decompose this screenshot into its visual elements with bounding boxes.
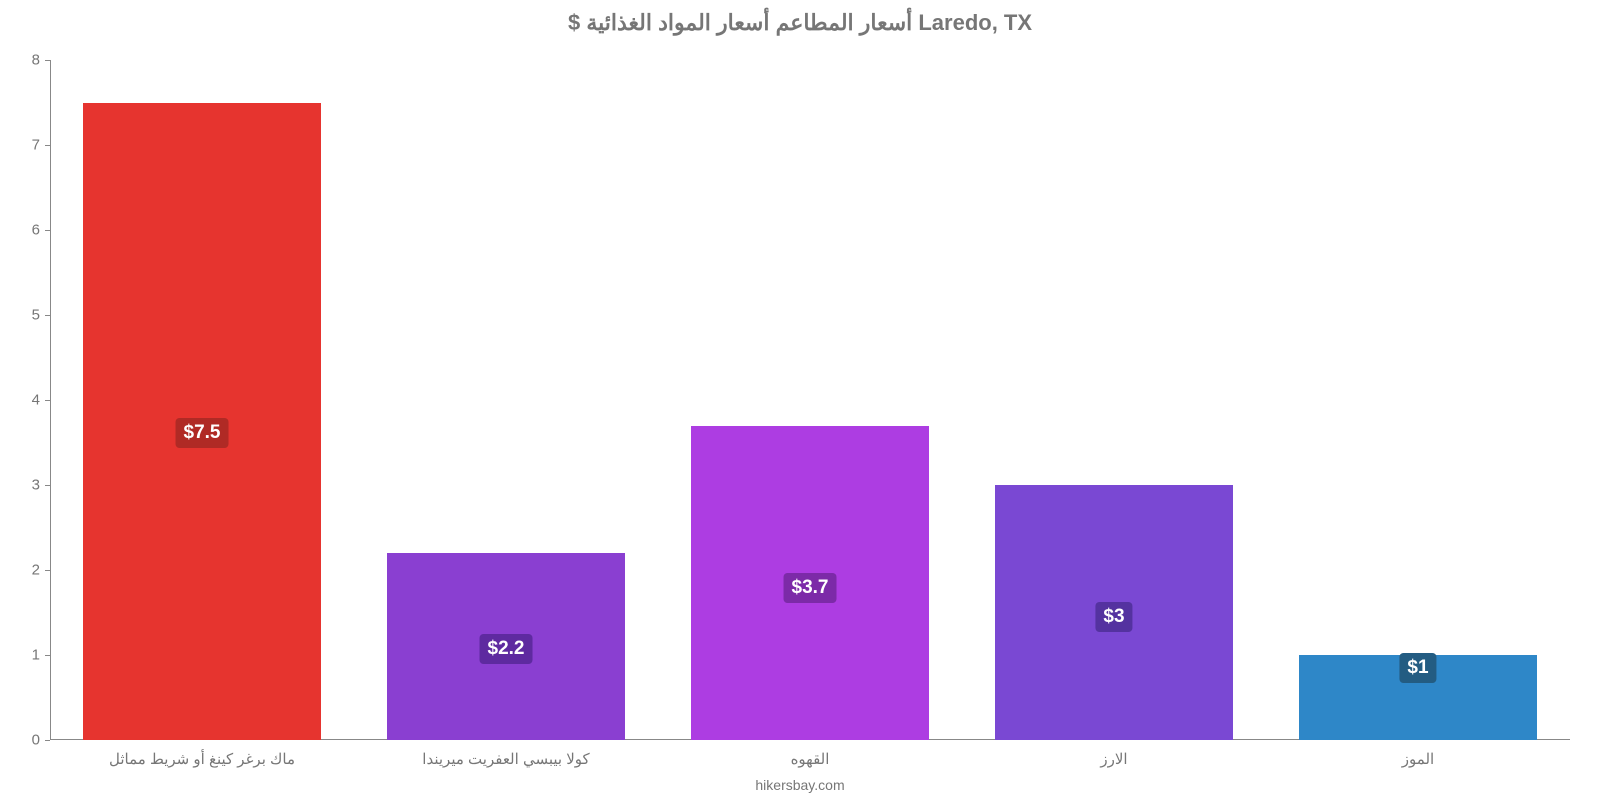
y-tick-label: 0 — [32, 732, 40, 749]
y-axis-line — [50, 60, 51, 740]
y-tick-label: 2 — [32, 562, 40, 579]
bar-value-label: $7.5 — [176, 418, 229, 448]
bar-value-label: $2.2 — [480, 634, 533, 664]
attribution-text: hikersbay.com — [0, 777, 1600, 793]
y-tick-mark — [45, 400, 50, 401]
plot-area: 012345678$7.5ماك برغر كينغ أو شريط مماثل… — [50, 60, 1570, 740]
x-tick-label: ماك برغر كينغ أو شريط مماثل — [109, 750, 295, 768]
y-tick-mark — [45, 485, 50, 486]
chart-title: $ أسعار المطاعم أسعار المواد الغذائية La… — [0, 10, 1600, 36]
y-tick-label: 1 — [32, 647, 40, 664]
y-tick-mark — [45, 570, 50, 571]
y-tick-mark — [45, 230, 50, 231]
y-tick-mark — [45, 60, 50, 61]
y-tick-label: 5 — [32, 307, 40, 324]
y-tick-mark — [45, 740, 50, 741]
bar-value-label: $3 — [1095, 602, 1132, 632]
y-tick-label: 7 — [32, 137, 40, 154]
x-tick-label: الارز — [1100, 750, 1127, 768]
x-tick-label: كولا بيبسي العفريت ميريندا — [422, 750, 589, 768]
y-tick-mark — [45, 655, 50, 656]
bar-value-label: $1 — [1399, 653, 1436, 683]
y-tick-label: 4 — [32, 392, 40, 409]
y-tick-label: 8 — [32, 52, 40, 69]
y-tick-label: 6 — [32, 222, 40, 239]
x-tick-label: القهوه — [791, 750, 830, 768]
bar-value-label: $3.7 — [784, 573, 837, 603]
y-tick-mark — [45, 145, 50, 146]
price-bar-chart: $ أسعار المطاعم أسعار المواد الغذائية La… — [0, 0, 1600, 800]
y-tick-mark — [45, 315, 50, 316]
y-tick-label: 3 — [32, 477, 40, 494]
x-tick-label: الموز — [1402, 750, 1434, 768]
